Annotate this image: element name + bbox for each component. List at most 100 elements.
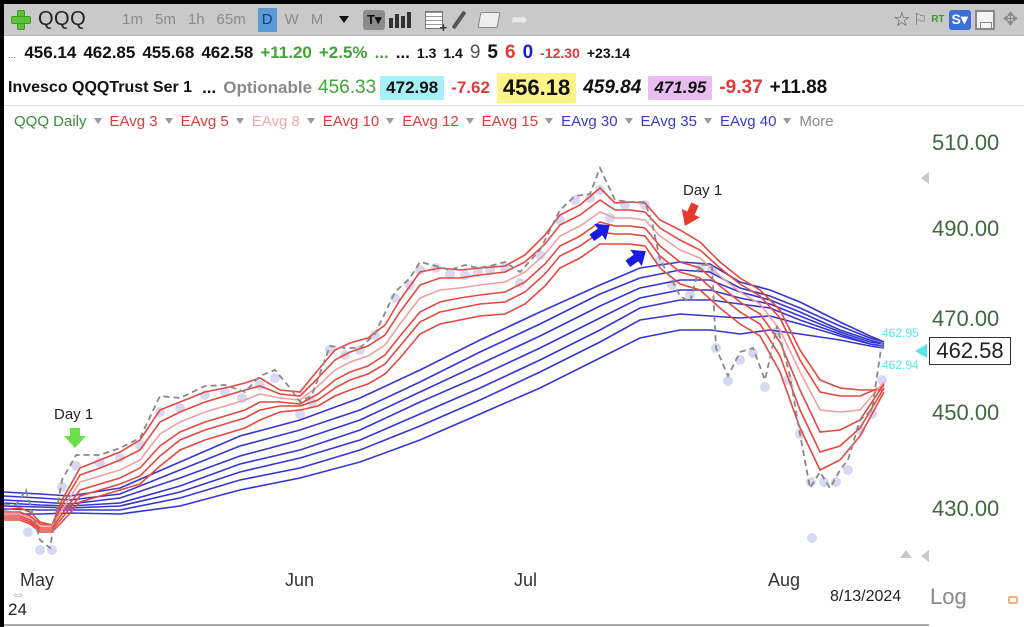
ema-value-upper: 462.95: [882, 326, 919, 340]
caret-down-icon[interactable]: [164, 118, 173, 124]
bar-chart-icon[interactable]: [389, 11, 412, 28]
timeframe-weekly[interactable]: W: [284, 11, 299, 28]
symbol-field[interactable]: QQQ: [38, 8, 87, 30]
y-tick-430: 430.00: [932, 496, 1000, 521]
y-tick-450: 450.00: [932, 400, 1000, 425]
company-ellipsis: ...: [202, 78, 217, 97]
caret-down-icon[interactable]: [624, 118, 633, 124]
day1-annotation: Day 1: [54, 406, 94, 423]
positive-change-2: +11.88: [769, 77, 828, 98]
timeframe-1m[interactable]: 1m: [122, 11, 144, 28]
log-scale-toggle[interactable]: Log: [930, 584, 967, 609]
close-value: 462.58: [201, 43, 254, 62]
timeframe-dropdown-icon[interactable]: [339, 16, 350, 23]
timeframe-daily[interactable]: D: [257, 7, 277, 32]
company-name: Invesco QQQTrust Ser 1: [8, 79, 193, 96]
yellow-value: 456.18: [496, 73, 577, 103]
caret-down-icon[interactable]: [386, 118, 395, 124]
x-tick-jun: Jun: [285, 570, 315, 590]
timeframe-1h[interactable]: 1h: [187, 11, 205, 28]
horizontal-scroll-icon[interactable]: ⇔: [10, 586, 26, 603]
blue-arrow-icon: [589, 223, 610, 242]
caret-down-icon[interactable]: [465, 118, 474, 124]
current-date: 8/13/2024: [830, 588, 902, 605]
caret-down-icon[interactable]: [703, 118, 712, 124]
high-value: 462.85: [83, 43, 136, 62]
text-tool-icon[interactable]: T▾: [363, 9, 386, 30]
x-tick-aug: Aug: [768, 570, 801, 590]
low-value: 455.68: [142, 43, 195, 62]
green-price: 456.33: [318, 77, 377, 98]
lock-icon[interactable]: [1008, 596, 1018, 604]
caret-down-icon[interactable]: [306, 118, 315, 124]
price-line: [4, 165, 883, 550]
y-tick-510: 510.00: [932, 130, 1000, 155]
legend-eavg-8[interactable]: EAvg 8: [252, 113, 315, 130]
change-percent: +2.5%: [318, 43, 368, 62]
legend-eavg-30[interactable]: EAvg 30: [561, 113, 633, 130]
scroll-left-icon[interactable]: [921, 550, 929, 562]
count-5: 5: [487, 42, 498, 63]
app-window: QQQ 1m 5m 1h 65m D W M T▾ ➦ ☆ ⚐ RT S▾ ✥ …: [4, 4, 1024, 627]
scroll-up-icon[interactable]: [900, 550, 912, 558]
ellipsis-green: ...: [374, 43, 389, 62]
value-1-3: 1.3: [416, 45, 437, 61]
legend-eavg-3[interactable]: EAvg 3: [110, 113, 173, 130]
timeframe-5m[interactable]: 5m: [155, 11, 176, 28]
legend-more-button[interactable]: More: [799, 112, 834, 130]
positive-change: +23.14: [586, 45, 631, 61]
star-icon[interactable]: ☆: [892, 9, 911, 31]
x-tick-may: May: [20, 570, 55, 590]
toolbar: QQQ 1m 5m 1h 65m D W M T▾ ➦ ☆ ⚐ RT S▾ ✥: [4, 4, 1024, 36]
negative-change: -12.30: [540, 45, 580, 61]
add-table-icon[interactable]: [425, 10, 447, 35]
blue-arrow-icon: [625, 249, 646, 268]
count-0: 0: [522, 42, 534, 63]
divider: [4, 105, 1024, 106]
price-dots: [23, 185, 887, 555]
italic-value: 459.84: [583, 77, 642, 98]
quote-row-details: Invesco QQQTrust Ser 1 ... Optionable 45…: [4, 73, 834, 103]
add-symbol-icon[interactable]: [10, 9, 32, 31]
caret-down-icon[interactable]: [545, 118, 554, 124]
green-arrow-icon: [64, 428, 86, 448]
time-scrollbar[interactable]: [4, 624, 929, 626]
ema-value-lower: 462.94: [882, 358, 919, 372]
caret-down-icon[interactable]: [93, 118, 102, 124]
change-value: +11.20: [260, 43, 312, 62]
quote-row-ohlc: ... 456.14 462.85 455.68 462.58 +11.20 +…: [4, 42, 637, 68]
red-arrow-icon: [681, 202, 700, 226]
x-tick-jul: Jul: [514, 570, 538, 590]
open-value: 456.14: [24, 43, 77, 62]
legend-eavg-5[interactable]: EAvg 5: [181, 113, 244, 130]
value-1-4: 1.4: [443, 45, 463, 61]
scroll-left-icon[interactable]: [921, 172, 929, 184]
save-icon[interactable]: [974, 9, 995, 30]
legend-eavg-10[interactable]: EAvg 10: [323, 113, 395, 130]
legend-eavg-40[interactable]: EAvg 40: [720, 113, 792, 130]
legend-eavg-15[interactable]: EAvg 15: [482, 113, 554, 130]
legend-eavg-35[interactable]: EAvg 35: [641, 113, 712, 130]
year-label: 24: [8, 600, 27, 619]
legend-qqq-daily[interactable]: QQQ Daily: [14, 113, 102, 130]
red-change-2: -9.37: [719, 77, 763, 98]
pink-value: 471.95: [648, 76, 713, 100]
realtime-badge[interactable]: RT: [931, 14, 945, 25]
price-chart[interactable]: [4, 4, 1024, 627]
flag-icon[interactable]: ⚐: [912, 11, 928, 29]
move-icon[interactable]: ✥: [1002, 9, 1018, 29]
s-dropdown-button[interactable]: S▾: [948, 9, 971, 30]
price-marker-icon: [915, 344, 927, 358]
y-tick-490: 490.00: [932, 216, 1000, 241]
share-icon[interactable]: ➦: [511, 9, 529, 31]
timeframe-monthly[interactable]: M: [310, 11, 324, 28]
short-ema-ribbon: [4, 186, 885, 533]
red-change-1: -7.62: [451, 78, 490, 97]
legend-eavg-12[interactable]: EAvg 12: [402, 113, 474, 130]
timeframe-65m[interactable]: 65m: [216, 11, 246, 28]
caret-down-icon[interactable]: [235, 118, 244, 124]
ellipsis-black: ...: [395, 43, 410, 62]
last-price-box: 462.58: [929, 337, 1011, 365]
y-tick-470: 470.00: [932, 306, 1000, 331]
caret-down-icon[interactable]: [783, 118, 792, 124]
